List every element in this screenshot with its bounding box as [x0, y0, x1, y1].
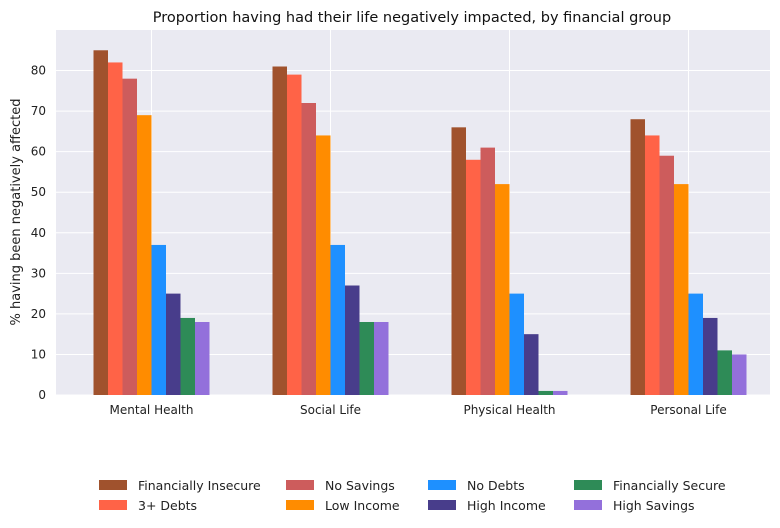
- x-tick-label: Personal Life: [650, 403, 726, 417]
- bar: [151, 244, 166, 395]
- x-axis: Mental Health Social Life Physical Health P…: [110, 403, 727, 417]
- bar: [316, 135, 331, 395]
- legend-label: High Income: [467, 498, 546, 513]
- bar: [509, 293, 524, 395]
- legend-label: Low Income: [325, 498, 400, 513]
- legend-swatch: [428, 500, 456, 510]
- bar: [451, 127, 466, 395]
- bars: [93, 50, 747, 396]
- bar: [137, 115, 152, 396]
- y-axis: 0 10 20 30 40 50 60 70 80: [31, 64, 46, 402]
- bar: [659, 155, 674, 395]
- y-tick-label: 0: [38, 388, 46, 402]
- bar: [345, 285, 360, 395]
- bar: [301, 103, 316, 395]
- x-tick-label: Social Life: [300, 403, 361, 417]
- y-tick-label: 10: [31, 347, 46, 361]
- bar: [272, 66, 287, 395]
- legend-swatch: [428, 480, 456, 490]
- bar: [645, 135, 660, 395]
- y-tick-label: 30: [31, 266, 46, 280]
- legend-swatch: [99, 480, 127, 490]
- bar: [732, 354, 747, 395]
- y-axis-label: % having been negatively affected: [9, 99, 24, 326]
- bar: [524, 334, 539, 395]
- bar: [538, 390, 553, 395]
- bar: [330, 244, 345, 395]
- y-tick-label: 60: [31, 145, 46, 159]
- bar: [195, 322, 210, 395]
- y-tick-label: 20: [31, 307, 46, 321]
- legend-label: Financially Insecure: [138, 478, 261, 493]
- legend-label: No Debts: [467, 478, 525, 493]
- bar: [495, 184, 510, 395]
- legend-label: No Savings: [325, 478, 395, 493]
- bar: [674, 184, 689, 395]
- y-tick-label: 50: [31, 185, 46, 199]
- legend-label: 3+ Debts: [138, 498, 197, 513]
- y-tick-label: 80: [31, 64, 46, 78]
- bar: [630, 119, 645, 395]
- y-tick-label: 70: [31, 104, 46, 118]
- y-tick-label: 40: [31, 226, 46, 240]
- x-tick-label: Physical Health: [463, 403, 555, 417]
- chart-title: Proportion having had their life negativ…: [153, 10, 671, 26]
- legend-swatch: [574, 480, 602, 490]
- bar: [180, 317, 195, 395]
- bar: [93, 50, 108, 396]
- bar: [717, 350, 732, 395]
- legend-swatch: [99, 500, 127, 510]
- legend: Financially Insecure 3+ Debts No Savings Lo…: [99, 478, 726, 513]
- bar: [703, 317, 718, 395]
- bar: [480, 147, 495, 395]
- bar: [287, 74, 302, 395]
- bar: [374, 322, 389, 395]
- legend-swatch: [286, 480, 314, 490]
- bar: [166, 293, 181, 395]
- bar: [108, 62, 123, 395]
- legend-swatch: [286, 500, 314, 510]
- bar: [466, 159, 481, 395]
- bar: [553, 390, 568, 395]
- bar: [359, 322, 374, 395]
- bar: [688, 293, 703, 395]
- x-tick-label: Mental Health: [110, 403, 194, 417]
- bar: [122, 78, 137, 396]
- legend-label: Financially Secure: [613, 478, 726, 493]
- legend-swatch: [574, 500, 602, 510]
- legend-label: High Savings: [613, 498, 695, 513]
